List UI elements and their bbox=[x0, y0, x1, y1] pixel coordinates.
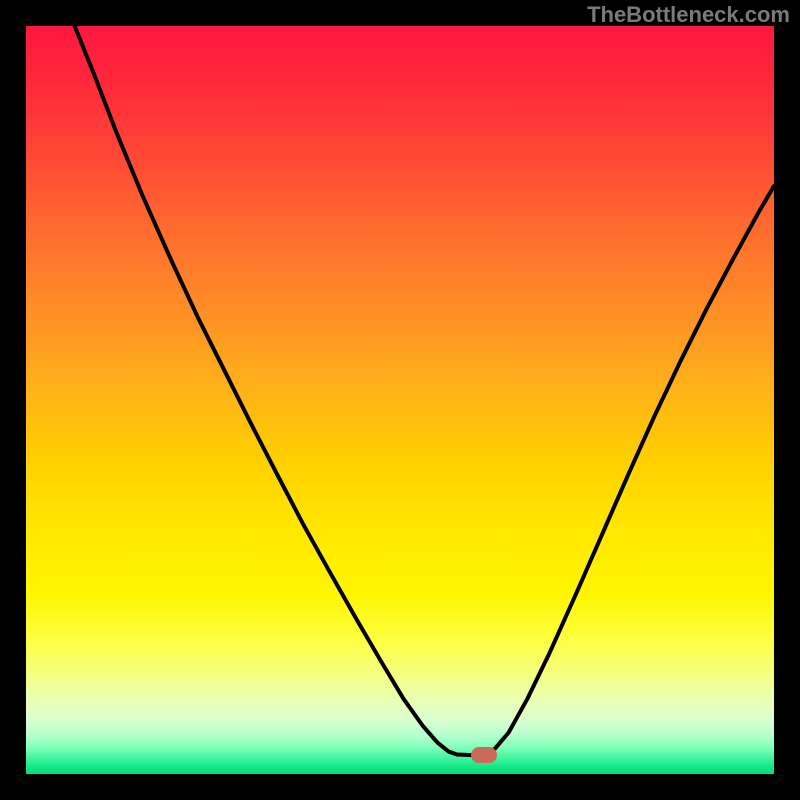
curve-path bbox=[75, 26, 774, 755]
optimum-marker bbox=[471, 747, 497, 763]
chart-container: { "canvas": { "width": 800, "height": 80… bbox=[0, 0, 800, 800]
plot-area bbox=[26, 26, 774, 774]
watermark-text: TheBottleneck.com bbox=[587, 2, 790, 28]
bottleneck-curve bbox=[26, 26, 774, 774]
